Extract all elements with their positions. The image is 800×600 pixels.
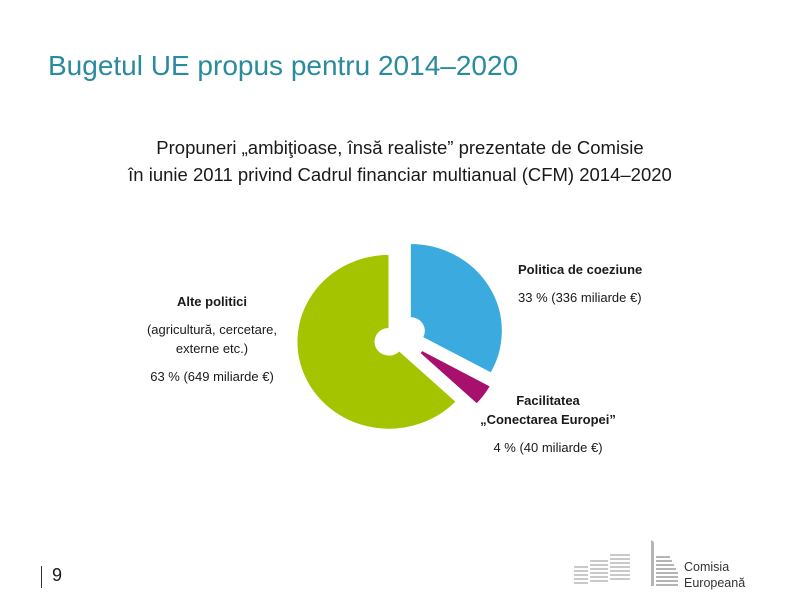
label-other-note-line-2: externe etc.) [175,341,249,356]
label-cohesion-value: 33 % (336 miliarde €) [518,290,642,305]
label-connecting-europe: Facilitatea „Conectarea Europei” 4 % (40… [448,391,648,457]
label-other-note: (agricultură, cercetare, externe etc.) [112,320,312,358]
label-other-note-line-1: (agricultură, cercetare, [146,322,278,337]
label-cohesion-name: Politica de coeziune [518,262,643,277]
label-cef-name-line-1: Facilitatea [516,393,580,408]
subtitle-line-1: Propuneri „ambiţioase, însă realiste” pr… [156,137,644,158]
slide-title: Bugetul UE propus pentru 2014–2020 [48,50,519,81]
european-commission-logo-icon [651,540,678,586]
label-cohesion-policy: Politica de coeziune 33 % (336 miliarde … [518,260,642,307]
label-other-policies: Alte politici (agricultură, cercetare, e… [112,292,312,386]
label-other-name: Alte politici [176,294,248,309]
commission-wordmark: Comisia Europeană [684,559,745,591]
pie-slice-cohesion [409,242,503,374]
label-other-value: 63 % (649 miliarde €) [150,369,274,384]
wordmark-line-2: Europeană [684,576,746,590]
footer-divider [41,566,42,588]
label-cef-value: 4 % (40 miliarde €) [493,440,603,455]
pie-slice-connecting-europe [419,349,492,405]
page-number: 9 [52,565,63,585]
pie-slice-other-policies [296,253,457,430]
berlaymont-building-icon [574,554,630,584]
wordmark-line-1: Comisia [684,560,730,574]
slide-subtitle: Propuneri „ambiţioase, însă realiste” pr… [0,134,800,188]
label-cef-name-line-2: „Conectarea Europei” [480,412,616,427]
subtitle-line-2: în iunie 2011 privind Cadrul financiar m… [128,164,672,185]
